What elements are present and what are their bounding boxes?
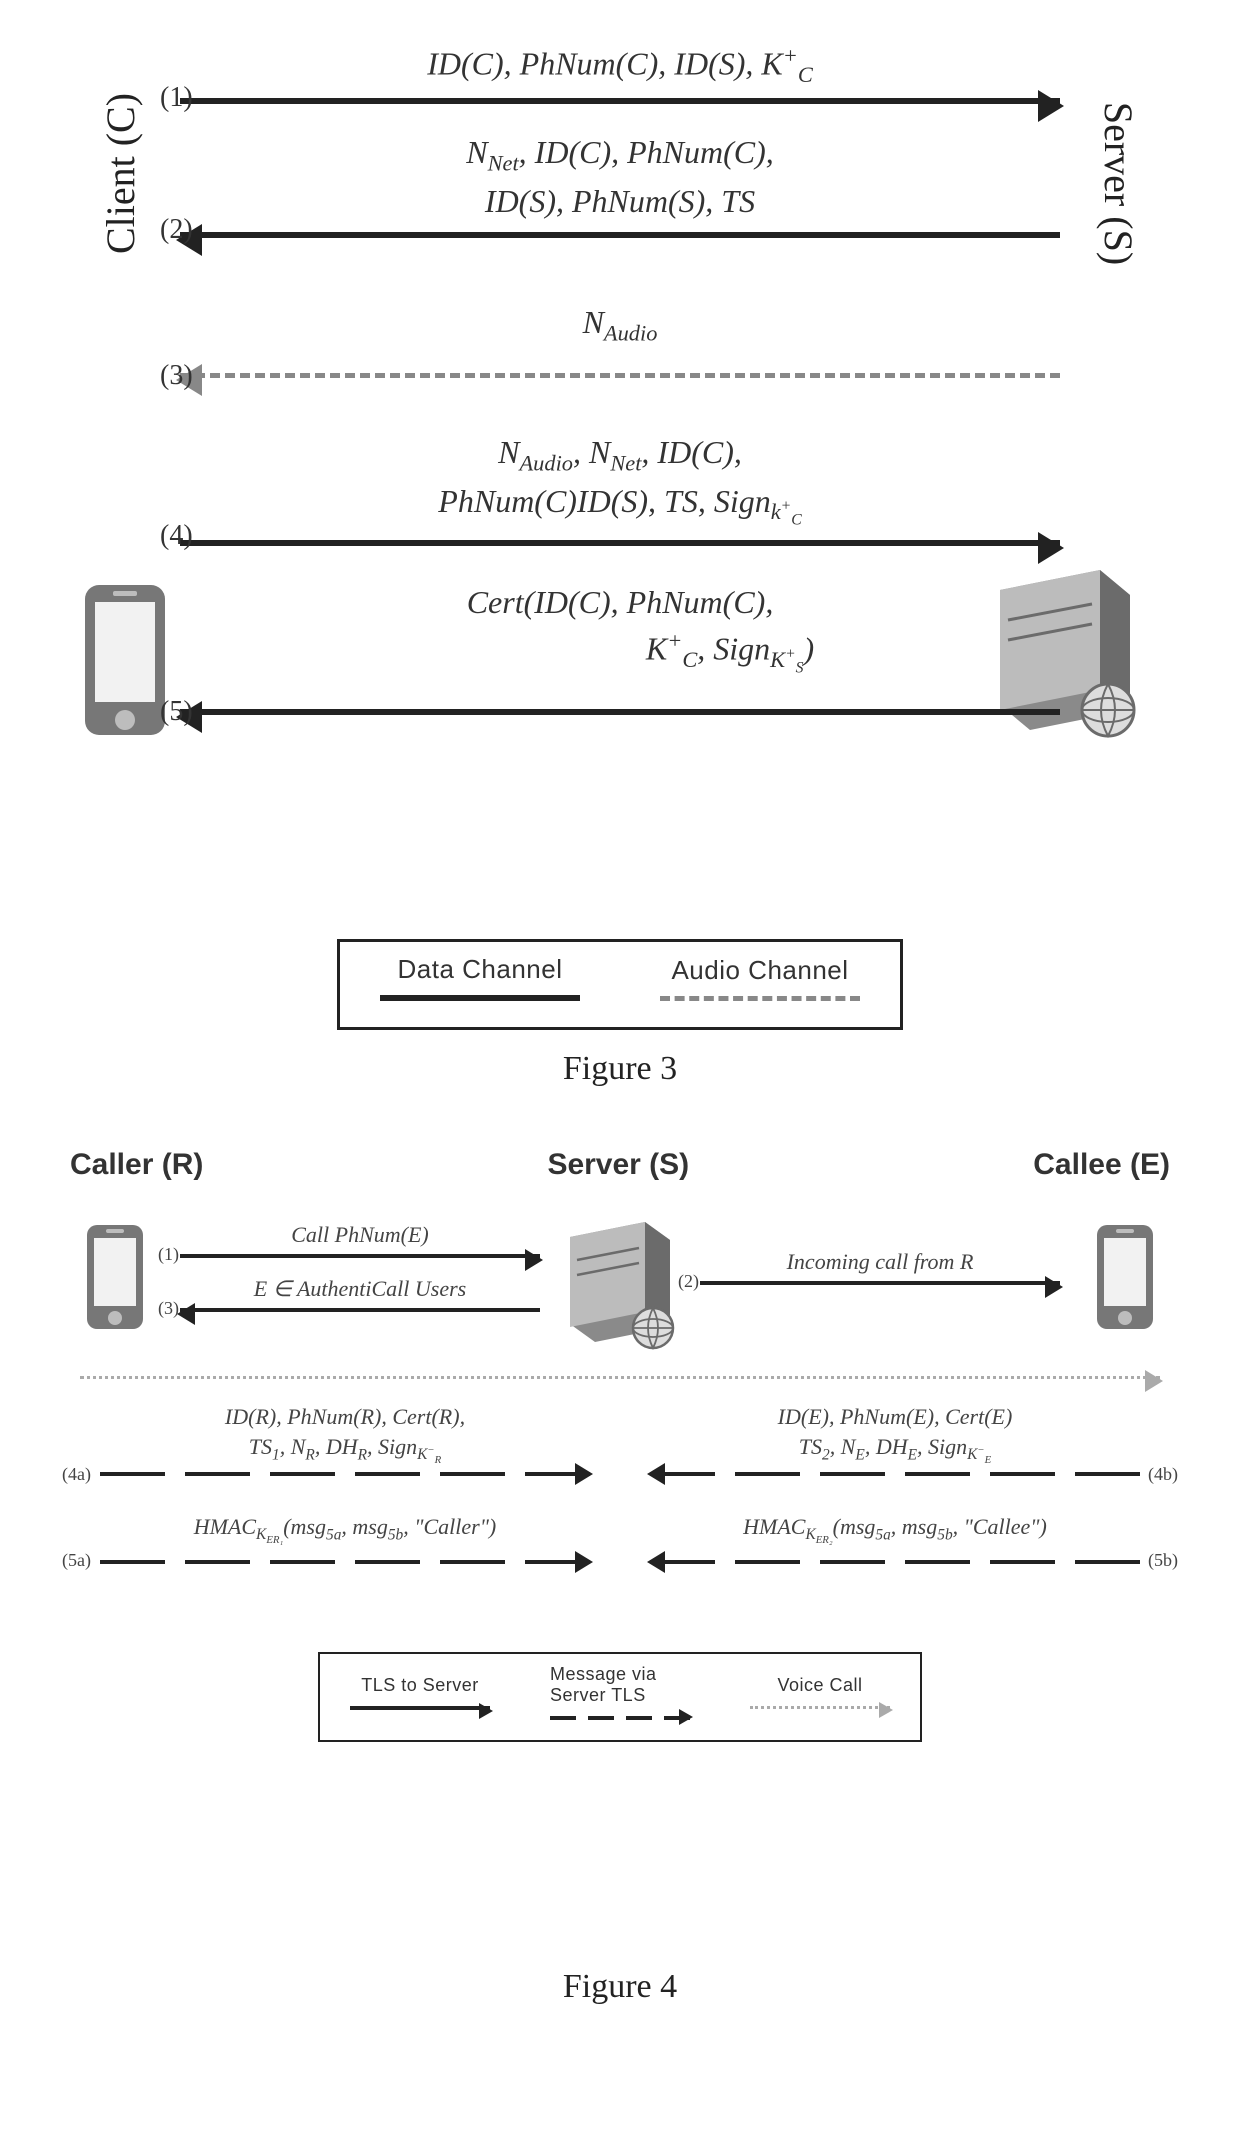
fig3-legend: Data Channel Audio Channel bbox=[337, 939, 903, 1030]
legend-data-label: Data Channel bbox=[398, 954, 563, 985]
step-m5b: (5b) bbox=[1148, 1550, 1178, 1571]
msg-4-text-2: PhNum(C)ID(S), TS, Signk+C bbox=[438, 479, 801, 532]
legend-tls-label: TLS to Server bbox=[361, 1675, 479, 1696]
legend-tls: TLS to Server bbox=[350, 1675, 490, 1710]
step-num-2: (2) bbox=[160, 214, 193, 246]
msg-5b-text: HMACKER₂(msg5a, msg5b, "Callee") bbox=[743, 1512, 1047, 1548]
msg-4b-text-2: TS2, NE, DHE, SignK−E bbox=[799, 1432, 991, 1468]
msg-4b-text-1: ID(E), PhNum(E), Cert(E) bbox=[778, 1402, 1013, 1432]
legend-voice: Voice Call bbox=[750, 1675, 890, 1709]
arrow-3 bbox=[180, 373, 1060, 379]
legend-msg-line bbox=[550, 1716, 690, 1720]
legend-audio-channel: Audio Channel bbox=[660, 955, 860, 1001]
callee-label: Callee (E) bbox=[1033, 1148, 1170, 1182]
callee-phone-icon bbox=[1090, 1222, 1160, 1337]
msg-3-text: E ∈ AuthentiCall Users bbox=[254, 1274, 467, 1304]
msg-5-text-1: Cert(ID(C), PhNum(C), bbox=[467, 580, 774, 625]
fig4-msg-4b: ID(E), PhNum(E), Cert(E) TS2, NE, DHE, S… bbox=[650, 1402, 1140, 1476]
caller-label: Caller (R) bbox=[70, 1148, 203, 1182]
legend-dashed-line bbox=[660, 996, 860, 1001]
step-num-1: (1) bbox=[160, 82, 193, 114]
legend-msg: Message via Server TLS bbox=[550, 1664, 690, 1720]
legend-audio-label: Audio Channel bbox=[671, 955, 848, 986]
arrow-m5a bbox=[100, 1560, 590, 1564]
fig3-step-3: NAudio (3) bbox=[180, 300, 1060, 379]
arrow-4 bbox=[180, 540, 1060, 546]
step-num-4: (4) bbox=[160, 520, 193, 552]
step-m3: (3) bbox=[158, 1298, 179, 1319]
arrow-1 bbox=[180, 98, 1060, 104]
msg-3-text: NAudio bbox=[583, 300, 658, 349]
step-m5a: (5a) bbox=[62, 1550, 91, 1571]
legend-data-channel: Data Channel bbox=[380, 954, 580, 1001]
fig4-voice-call bbox=[80, 1372, 1160, 1380]
step-num-5: (5) bbox=[160, 696, 193, 728]
step-m4b: (4b) bbox=[1148, 1464, 1178, 1485]
fig4-header: Caller (R) Server (S) Callee (E) bbox=[50, 1148, 1190, 1182]
step-m1: (1) bbox=[158, 1244, 179, 1265]
msg-4a-text-2: TS1, NR, DHR, SignK−R bbox=[249, 1432, 441, 1468]
fig4-body: Call PhNum(E) (1) Incoming call from R (… bbox=[50, 1192, 1190, 1712]
fig3-caption: Figure 3 bbox=[50, 1050, 1190, 1088]
server-icon-f4 bbox=[555, 1212, 685, 1357]
fig4-msg-2: Incoming call from R (2) bbox=[700, 1247, 1060, 1285]
server-label: Server (S) bbox=[1095, 102, 1142, 265]
arrow-5 bbox=[180, 709, 1060, 715]
fig4-msg-5b: HMACKER₂(msg5a, msg5b, "Callee") (5b) bbox=[650, 1512, 1140, 1564]
caller-phone-icon bbox=[80, 1222, 150, 1337]
fig3-step-1: ID(C), PhNum(C), ID(S), K+C (1) bbox=[180, 40, 1060, 104]
arrow-m3 bbox=[180, 1308, 540, 1312]
msg-2-text: Incoming call from R bbox=[787, 1247, 974, 1277]
msg-4-text-1: NAudio, NNet, ID(C), bbox=[498, 430, 742, 479]
legend-msg-label: Message via Server TLS bbox=[550, 1664, 690, 1706]
msg-5-text-2: K+C, SignK+S) bbox=[426, 625, 814, 679]
figure-4: Caller (R) Server (S) Callee (E) bbox=[50, 1148, 1190, 2006]
legend-tls-line bbox=[350, 1706, 490, 1710]
step-m2: (2) bbox=[678, 1271, 699, 1292]
step-num-3: (3) bbox=[160, 360, 193, 392]
fig4-msg-1: Call PhNum(E) (1) bbox=[180, 1220, 540, 1258]
msg-2-text-1: NNet, ID(C), PhNum(C), bbox=[466, 130, 774, 179]
msg-5a-text: HMACKER₁(msg5a, msg5b, "Caller") bbox=[194, 1512, 497, 1548]
fig3-step-5: Cert(ID(C), PhNum(C), K+C, SignK+S) (5) bbox=[180, 580, 1060, 715]
msg-4a-text-1: ID(R), PhNum(R), Cert(R), bbox=[225, 1402, 465, 1432]
arrow-m4a bbox=[100, 1472, 590, 1476]
fig3-canvas: Client (C) Server (S) bbox=[50, 30, 1190, 1030]
fig3-step-2: NNet, ID(C), PhNum(C), ID(S), PhNum(S), … bbox=[180, 130, 1060, 238]
arrow-m2 bbox=[700, 1281, 1060, 1285]
server-label-f4: Server (S) bbox=[547, 1148, 689, 1182]
arrow-2 bbox=[180, 232, 1060, 238]
msg-2-text-2: ID(S), PhNum(S), TS bbox=[485, 179, 755, 224]
fig4-msg-4a: ID(R), PhNum(R), Cert(R), TS1, NR, DHR, … bbox=[100, 1402, 590, 1476]
client-label: Client (C) bbox=[97, 93, 144, 254]
fig4-canvas: Caller (R) Server (S) Callee (E) bbox=[50, 1148, 1190, 1898]
arrow-m5b bbox=[650, 1560, 1140, 1564]
fig4-msg-3: E ∈ AuthentiCall Users (3) bbox=[180, 1274, 540, 1312]
figure-3: Client (C) Server (S) bbox=[50, 30, 1190, 1088]
step-m4a: (4a) bbox=[62, 1464, 91, 1485]
msg-1-text: Call PhNum(E) bbox=[291, 1220, 429, 1250]
legend-solid-line bbox=[380, 995, 580, 1001]
fig4-legend: TLS to Server Message via Server TLS Voi… bbox=[318, 1652, 922, 1742]
arrow-voice bbox=[80, 1376, 1160, 1380]
legend-voice-line bbox=[750, 1706, 890, 1709]
fig4-msg-5a: HMACKER₁(msg5a, msg5b, "Caller") (5a) bbox=[100, 1512, 590, 1564]
arrow-m4b bbox=[650, 1472, 1140, 1476]
msg-1-text: ID(C), PhNum(C), ID(S), K+C bbox=[427, 40, 813, 90]
fig3-step-4: NAudio, NNet, ID(C), PhNum(C)ID(S), TS, … bbox=[180, 430, 1060, 546]
legend-voice-label: Voice Call bbox=[777, 1675, 862, 1696]
arrow-m1 bbox=[180, 1254, 540, 1258]
fig4-caption: Figure 4 bbox=[50, 1968, 1190, 2006]
